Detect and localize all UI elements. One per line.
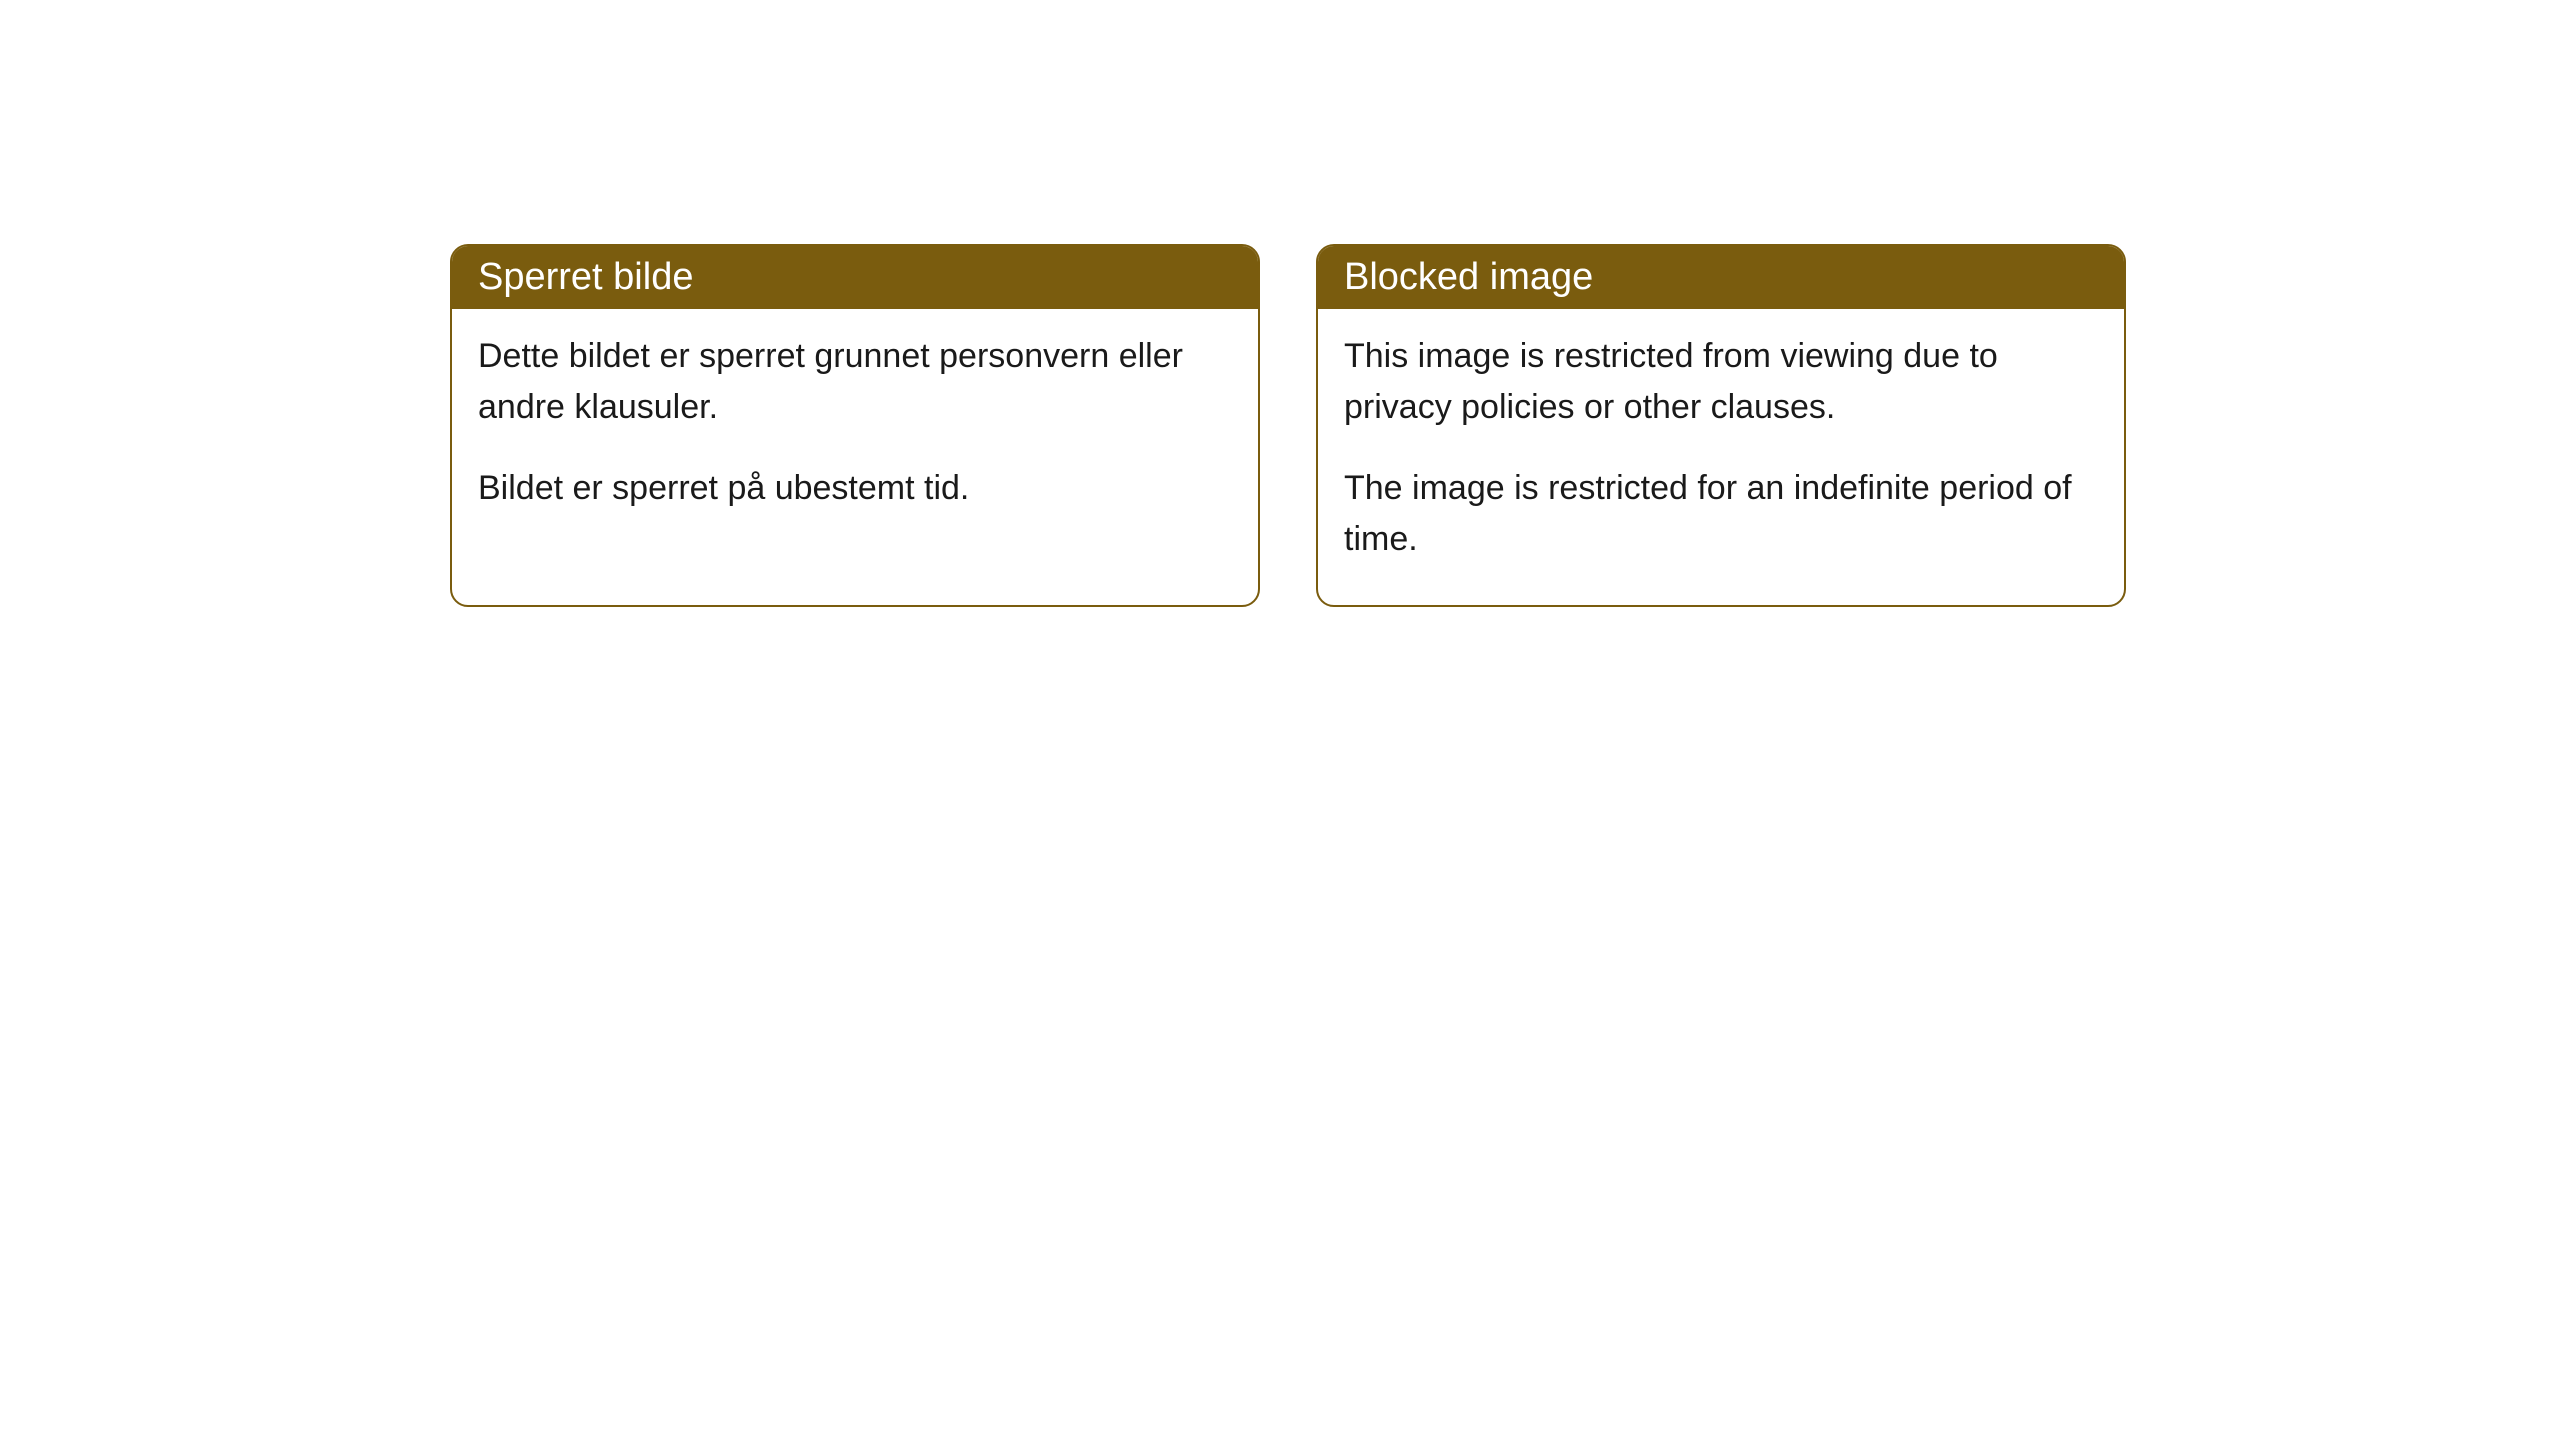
card-english: Blocked image This image is restricted f… bbox=[1316, 244, 2126, 607]
card-body-english: This image is restricted from viewing du… bbox=[1318, 309, 2124, 605]
card-body-norwegian: Dette bildet er sperret grunnet personve… bbox=[452, 309, 1258, 554]
paragraph-2-english: The image is restricted for an indefinit… bbox=[1344, 463, 2098, 565]
card-norwegian: Sperret bilde Dette bildet er sperret gr… bbox=[450, 244, 1260, 607]
cards-container: Sperret bilde Dette bildet er sperret gr… bbox=[450, 244, 2560, 607]
paragraph-1-english: This image is restricted from viewing du… bbox=[1344, 331, 2098, 433]
card-header-norwegian: Sperret bilde bbox=[452, 246, 1258, 309]
paragraph-1-norwegian: Dette bildet er sperret grunnet personve… bbox=[478, 331, 1232, 433]
paragraph-2-norwegian: Bildet er sperret på ubestemt tid. bbox=[478, 463, 1232, 514]
card-header-english: Blocked image bbox=[1318, 246, 2124, 309]
